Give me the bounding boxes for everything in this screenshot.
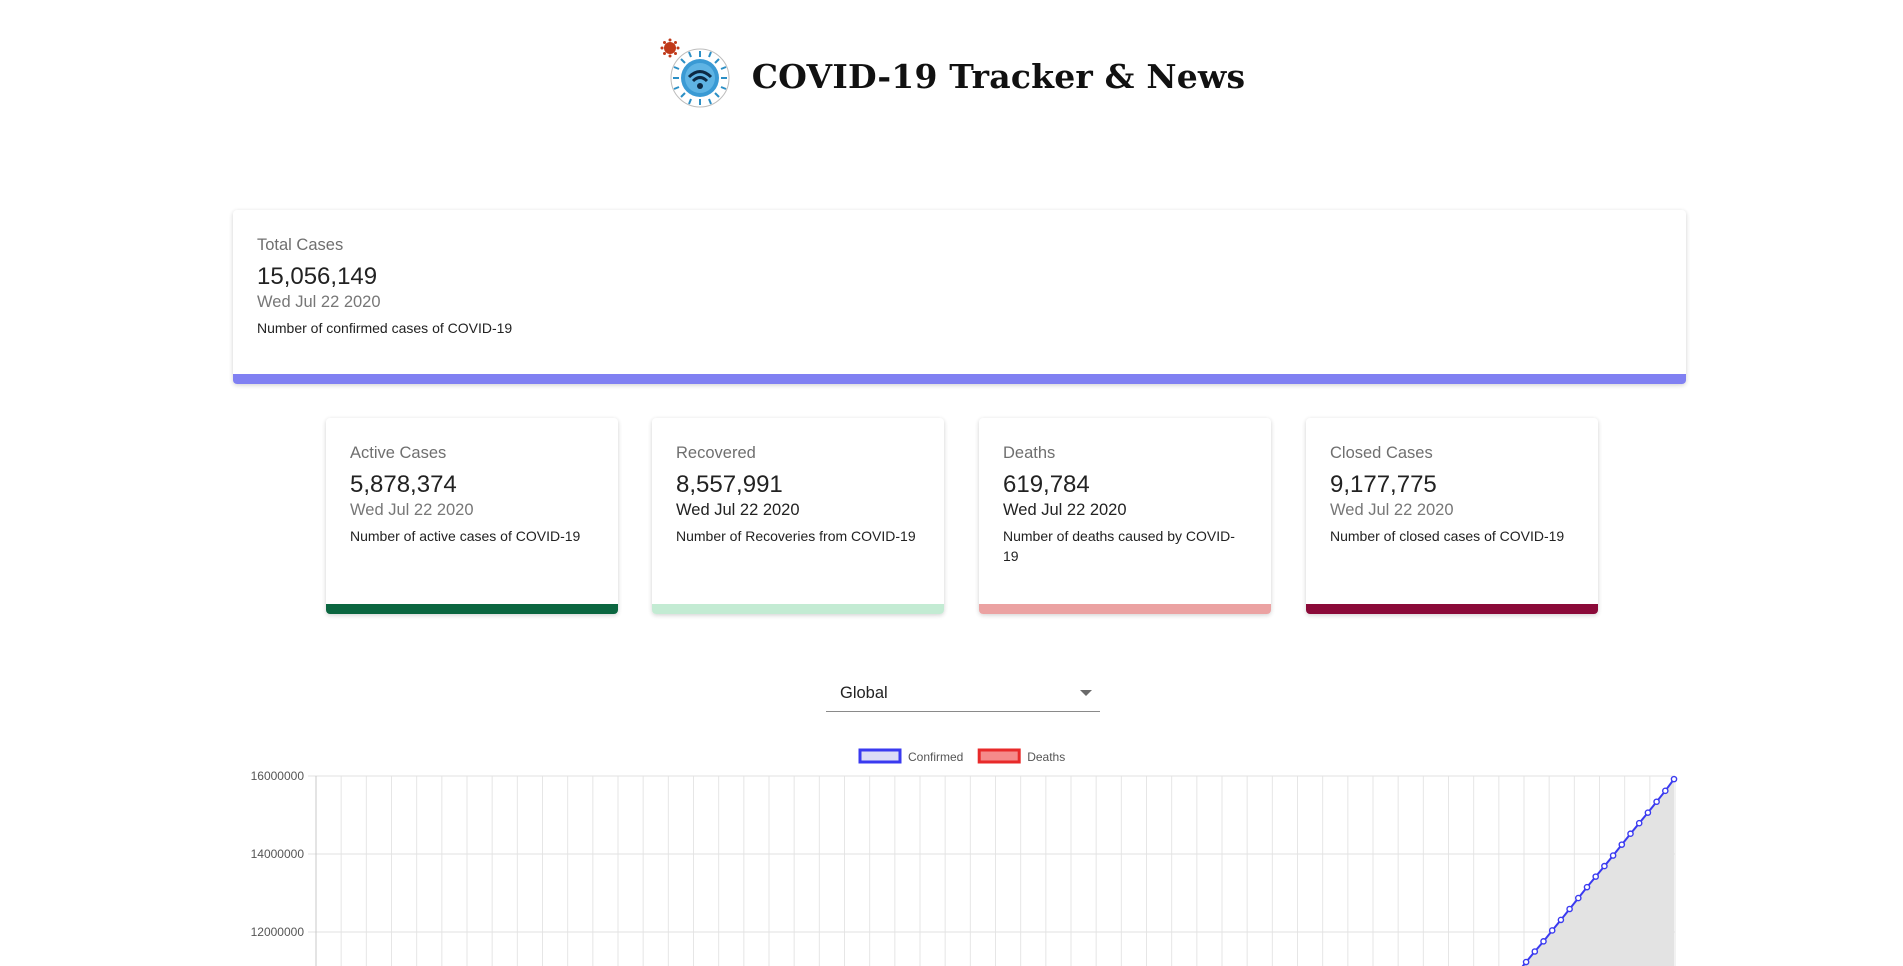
recovered-value: 8,557,991 <box>676 471 783 498</box>
deaths-description: Number of deaths caused by COVID-19 <box>1003 528 1235 564</box>
legend-swatch-confirmed <box>858 748 902 764</box>
confirmed-point <box>1531 948 1539 955</box>
active-cases-value: 5,878,374 <box>350 471 457 498</box>
confirmed-point <box>1548 927 1556 934</box>
total-cases-label: Total Cases <box>257 236 344 254</box>
recovered-card: Recovered 8,557,991 Wed Jul 22 2020 Numb… <box>652 418 944 614</box>
deaths-date: Wed Jul 22 2020 <box>1003 501 1127 519</box>
y-tick-label: 14000000 <box>251 847 305 861</box>
confirmed-point <box>1566 905 1573 913</box>
deaths-value: 619,784 <box>1003 471 1090 498</box>
closed-cases-value: 9,177,775 <box>1330 471 1437 498</box>
total-cases-description: Number of confirmed cases of COVID-19 <box>257 320 513 336</box>
confirmed-point <box>1653 798 1660 806</box>
recovered-description: Number of Recoveries from COVID-19 <box>676 528 916 544</box>
confirmed-point <box>1609 852 1617 859</box>
confirmed-point <box>1540 938 1547 945</box>
closed-cases-description: Number of closed cases of COVID-19 <box>1330 528 1565 544</box>
confirmed-point <box>1583 883 1591 891</box>
total-cases-color-bar <box>233 374 1686 384</box>
confirmed-point <box>1557 916 1565 924</box>
confirmed-point <box>1601 862 1608 870</box>
legend-label-deaths: Deaths <box>1027 750 1065 764</box>
app-title: COVID-19 Tracker & News <box>751 56 1246 96</box>
confirmed-point <box>1670 775 1678 783</box>
cases-line-chart: Confirmed Deaths 16000000 14000000 12000000 <box>230 736 1690 966</box>
deaths-color-bar <box>979 604 1271 614</box>
active-cases-date: Wed Jul 22 2020 <box>350 501 474 519</box>
confirmed-area <box>1522 779 1674 966</box>
closed-cases-card: Closed Cases 9,177,775 Wed Jul 22 2020 N… <box>1306 418 1598 614</box>
covid-virus-globe-logo-icon[interactable] <box>658 36 738 116</box>
region-select[interactable]: Global <box>826 674 1100 712</box>
deaths-label: Deaths <box>1003 444 1056 462</box>
recovered-color-bar <box>652 604 944 614</box>
confirmed-point <box>1575 894 1582 902</box>
confirmed-point <box>1592 873 1599 880</box>
closed-cases-color-bar <box>1306 604 1598 614</box>
active-cases-description: Number of active cases of COVID-19 <box>350 528 581 544</box>
total-cases-date: Wed Jul 22 2020 <box>257 293 381 311</box>
recovered-label: Recovered <box>676 444 756 462</box>
chevron-down-icon[interactable] <box>1080 690 1092 696</box>
y-tick-label: 16000000 <box>251 769 305 783</box>
app-header: COVID-19 Tracker & News <box>0 36 1903 116</box>
recovered-date: Wed Jul 22 2020 <box>676 501 800 519</box>
legend-label-confirmed: Confirmed <box>908 750 963 764</box>
total-cases-card: Total Cases 15,056,149 Wed Jul 22 2020 N… <box>233 210 1686 384</box>
total-cases-value: 15,056,149 <box>257 263 378 290</box>
active-cases-color-bar <box>326 604 618 614</box>
confirmed-point <box>1522 958 1530 966</box>
confirmed-point <box>1644 809 1652 816</box>
y-tick-label: 12000000 <box>251 925 305 939</box>
region-select-value: Global <box>840 684 888 702</box>
active-cases-card: Active Cases 5,878,374 Wed Jul 22 2020 N… <box>326 418 618 614</box>
confirmed-point <box>1627 830 1634 838</box>
confirmed-point <box>1618 841 1626 848</box>
confirmed-point <box>1662 787 1669 795</box>
active-cases-label: Active Cases <box>350 444 447 462</box>
legend-swatch-deaths <box>977 748 1021 764</box>
deaths-card: Deaths 619,784 Wed Jul 22 2020 Number of… <box>979 418 1271 614</box>
closed-cases-label: Closed Cases <box>1330 444 1433 462</box>
closed-cases-date: Wed Jul 22 2020 <box>1330 501 1454 519</box>
confirmed-point <box>1635 819 1643 827</box>
